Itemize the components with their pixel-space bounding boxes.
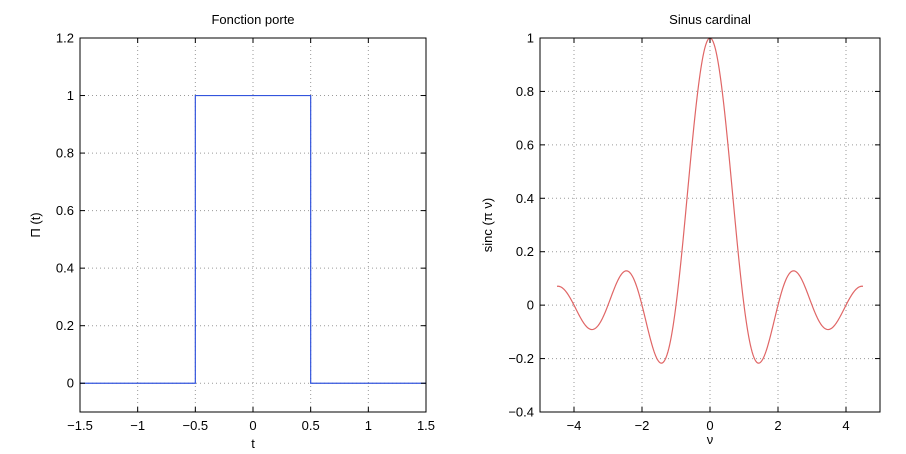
y-tick-label: −0.2 (508, 351, 534, 366)
x-tick-label: 0 (706, 418, 713, 433)
x-tick-label: 0 (249, 418, 256, 433)
x-tick-label: −1 (130, 418, 145, 433)
y-tick-label: 0.8 (516, 84, 534, 99)
y-tick-label: 1.2 (56, 31, 74, 46)
series-line (80, 94, 426, 384)
y-axis-label: sinc (π ν) (480, 198, 495, 252)
x-tick-label: −1.5 (67, 418, 93, 433)
y-tick-label: 0.2 (516, 244, 534, 259)
x-axis-label: t (251, 436, 255, 451)
y-tick-label: 0 (67, 376, 74, 391)
x-tick-label: 1 (365, 418, 372, 433)
x-tick-label: −4 (567, 418, 582, 433)
chart-title: Sinus cardinal (669, 12, 751, 27)
y-tick-label: 0.8 (56, 146, 74, 161)
x-tick-label: 0.5 (302, 418, 320, 433)
plot-area (540, 38, 880, 412)
y-tick-label: 0 (527, 298, 534, 313)
y-axis-label: Π (t) (28, 212, 43, 237)
panel-porte: −1.5 −1 −0.5 0 0.5 1 1.5 0 0.2 0.4 0.6 0.8 1 1.2 Fonct… (28, 12, 435, 451)
y-tick-label: 0.6 (56, 203, 74, 218)
y-tick-label: 0.4 (56, 261, 74, 276)
x-axis-label: ν (707, 432, 714, 447)
y-tick-label: 0.2 (56, 318, 74, 333)
y-tick-label: −0.4 (508, 405, 534, 420)
x-tick-label: 1.5 (417, 418, 435, 433)
chart-title: Fonction porte (211, 12, 294, 27)
panel-sinc: −4 −2 0 2 4 −0.4 −0.2 0 0.2 0.4 0.6 0.8 1 Sinus cardi… (480, 12, 881, 447)
x-tick-label: 2 (774, 418, 781, 433)
y-tick-label: 1 (527, 31, 534, 46)
x-tick-label: −2 (635, 418, 650, 433)
x-tick-label: −0.5 (182, 418, 208, 433)
plot-area (80, 38, 426, 412)
y-tick-label: 0.4 (516, 191, 534, 206)
y-tick-label: 0.6 (516, 137, 534, 152)
y-tick-label: 1 (67, 88, 74, 103)
x-tick-label: 4 (842, 418, 849, 433)
